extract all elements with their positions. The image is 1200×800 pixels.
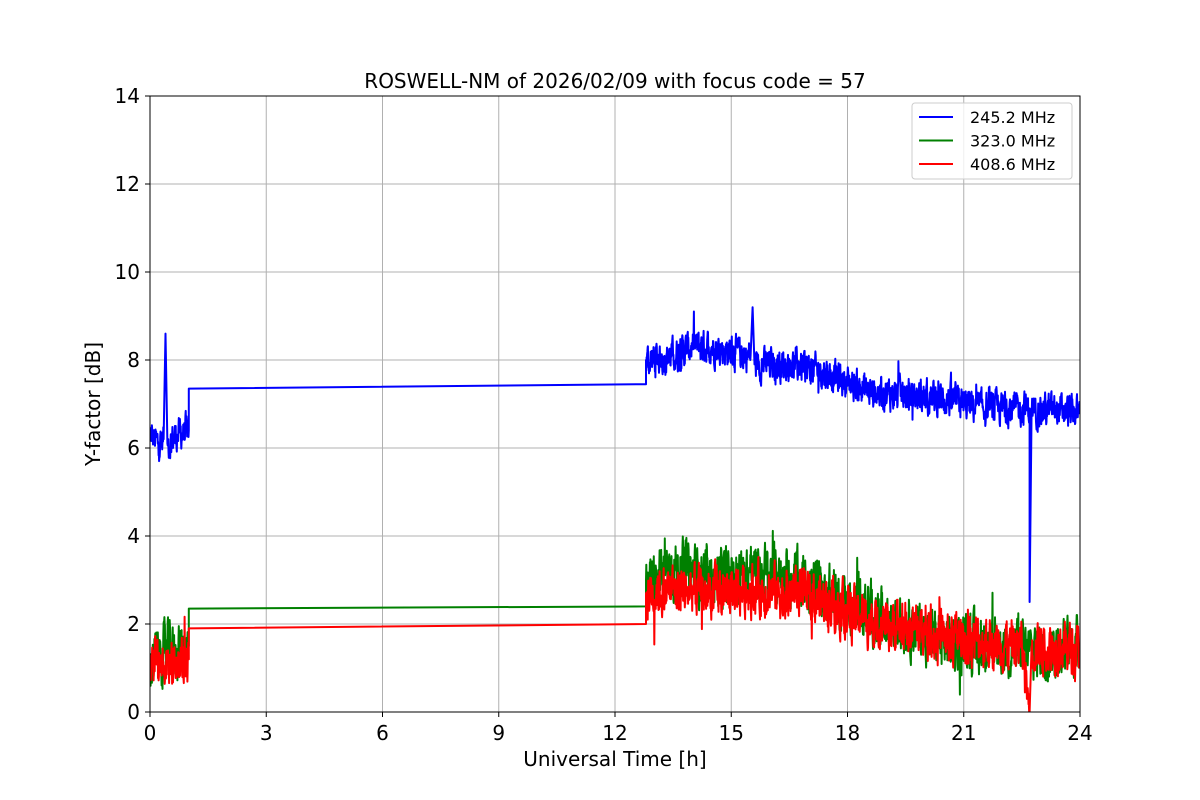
y-tick-label: 6 xyxy=(127,436,140,460)
legend-entry-label: 408.6 MHz xyxy=(970,155,1055,174)
y-axis-title: Y-factor [dB] xyxy=(81,342,105,467)
y-tick-label: 10 xyxy=(115,260,140,284)
legend-entry-label: 323.0 MHz xyxy=(970,132,1055,151)
series-lines xyxy=(150,306,1080,712)
chart-title: ROSWELL-NM of 2026/02/09 with focus code… xyxy=(364,69,865,93)
y-tick-label: 0 xyxy=(127,700,140,724)
y-tick-label: 12 xyxy=(115,172,140,196)
x-tick-label: 24 xyxy=(1067,721,1092,745)
x-tick-label: 15 xyxy=(719,721,744,745)
y-tick-label: 4 xyxy=(127,524,140,548)
legend-box xyxy=(911,102,1073,180)
series-line-2 xyxy=(150,556,1080,712)
y-tick-label: 14 xyxy=(115,84,140,108)
x-tick-label: 6 xyxy=(376,721,389,745)
y-tick-label: 8 xyxy=(127,348,140,372)
y-tick-label: 2 xyxy=(127,612,140,636)
x-tick-label: 21 xyxy=(951,721,976,745)
legend: 245.2 MHz 323.0 MHz 408.6 MHz xyxy=(911,102,1073,180)
x-axis-title: Universal Time [h] xyxy=(523,747,706,771)
x-tick-label: 0 xyxy=(144,721,157,745)
x-tick-label: 18 xyxy=(835,721,860,745)
series-line-0 xyxy=(150,306,1080,603)
x-tick-label: 9 xyxy=(492,721,505,745)
x-tick-label: 12 xyxy=(602,721,627,745)
x-tick-label: 3 xyxy=(260,721,273,745)
legend-entry-label: 245.2 MHz xyxy=(970,108,1055,127)
